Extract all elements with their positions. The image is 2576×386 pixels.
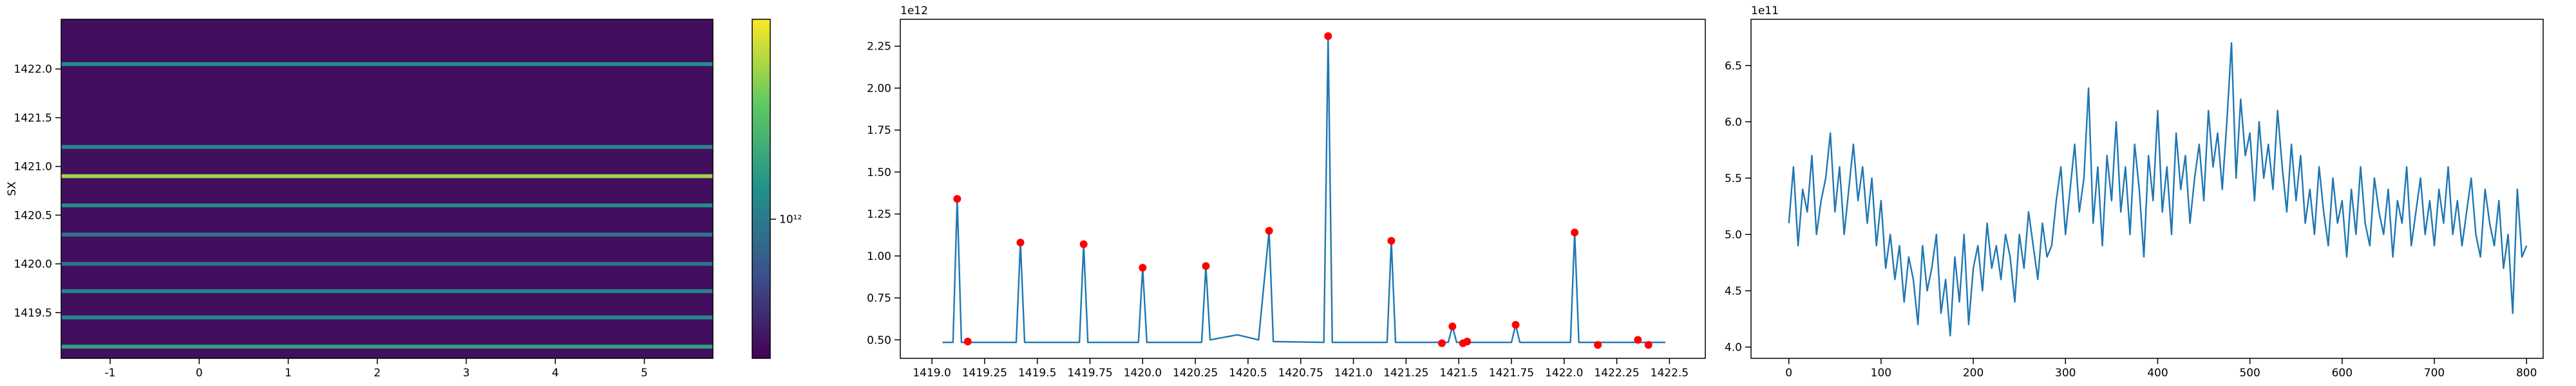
peak-marker — [1079, 240, 1088, 248]
x-tick-label: 0 — [1785, 367, 1792, 380]
x-tick-label: 1421.0 — [1334, 367, 1372, 380]
y-tick-label: 0.75 — [867, 292, 891, 305]
heatmap-row — [61, 262, 713, 266]
peak-marker — [1634, 336, 1642, 344]
heatmap-row — [61, 145, 713, 149]
x-tick-label: 1419.75 — [1067, 367, 1112, 380]
x-tick-label: 1421.25 — [1383, 367, 1428, 380]
x-tick-label: 100 — [1871, 367, 1891, 380]
y-tick-label: 1419.5 — [14, 307, 52, 320]
y-tick-label: 1421.5 — [14, 112, 52, 125]
y-tick-label: 4.0 — [1725, 341, 1742, 354]
x-tick-label: 500 — [2239, 367, 2260, 380]
y-tick-label: 2.00 — [867, 82, 891, 95]
peak-marker — [1324, 32, 1332, 41]
y-tick-label: 6.5 — [1725, 60, 1742, 73]
x-tick-label: 1422.0 — [1545, 367, 1583, 380]
x-tick-label: 300 — [2055, 367, 2076, 380]
colorbar-tick-label: 10¹² — [779, 214, 802, 226]
x-tick-label: 400 — [2147, 367, 2168, 380]
heatmap-row — [61, 232, 713, 237]
x-tick-label: 1420.75 — [1278, 367, 1323, 380]
axes-frame — [61, 19, 714, 359]
peak-marker — [1511, 320, 1520, 329]
y-tick-label: 1.25 — [867, 208, 891, 221]
x-tick-label: 600 — [2332, 367, 2353, 380]
y-tick-label: 1.75 — [867, 124, 891, 137]
x-tick-label: 1421.5 — [1439, 367, 1477, 380]
peak-marker — [1448, 322, 1457, 331]
peak-marker — [963, 337, 972, 345]
y-tick-label: 5.5 — [1725, 172, 1742, 185]
y-tick-label: 1421.0 — [14, 161, 52, 174]
peak-marker — [1644, 341, 1653, 349]
y-tick-label: 5.0 — [1725, 228, 1742, 241]
peak-marker — [953, 195, 961, 203]
y-tick-label: 0.50 — [867, 334, 891, 347]
heatmap-row — [61, 174, 713, 178]
heatmap-background — [61, 19, 713, 358]
x-tick-label: 1419.25 — [962, 367, 1007, 380]
x-tick-label: 700 — [2424, 367, 2445, 380]
x-tick-label: 0 — [196, 367, 203, 380]
colorbar — [752, 19, 771, 359]
peak-marker — [1594, 341, 1602, 349]
peak-marker — [1202, 262, 1210, 270]
x-tick-label: 3 — [463, 367, 470, 380]
heatmap-row — [61, 344, 713, 349]
x-tick-label: 1420.5 — [1229, 367, 1267, 380]
axes-frame — [900, 19, 1706, 359]
x-tick-label: 1420.25 — [1173, 367, 1218, 380]
axes-frame — [1750, 19, 2544, 359]
x-tick-label: 2 — [374, 367, 381, 380]
offset-text: 1e12 — [900, 5, 928, 17]
x-tick-label: 1419.0 — [913, 367, 951, 380]
peak-marker — [1571, 228, 1579, 237]
y-tick-label: 1420.5 — [14, 209, 52, 222]
x-tick-label: 800 — [2516, 367, 2537, 380]
y-axis-label: SX — [6, 181, 19, 196]
data-line — [942, 35, 1665, 344]
x-tick-label: 5 — [641, 367, 648, 380]
y-tick-label: 2.25 — [867, 41, 891, 53]
x-tick-label: 1422.25 — [1594, 367, 1639, 380]
peak-marker — [1463, 337, 1472, 345]
heatmap-row — [61, 203, 713, 208]
x-tick-label: 1420.0 — [1124, 367, 1162, 380]
x-tick-label: 1419.5 — [1018, 367, 1056, 380]
x-tick-label: 1421.75 — [1489, 367, 1534, 380]
heatmap-row — [61, 289, 713, 293]
y-tick-label: 4.5 — [1725, 285, 1742, 298]
data-line — [1788, 42, 2528, 337]
heatmap-row — [61, 315, 713, 320]
y-tick-label: 1420.0 — [14, 258, 52, 271]
peak-marker — [1437, 339, 1446, 347]
x-tick-label: 200 — [1963, 367, 1984, 380]
y-tick-label: 6.0 — [1725, 116, 1742, 129]
x-tick-label: 1 — [285, 367, 292, 380]
offset-text: 1e11 — [1751, 5, 1779, 17]
y-tick-label: 1422.0 — [14, 63, 52, 76]
y-tick-label: 1.00 — [867, 250, 891, 263]
peak-marker — [1387, 237, 1396, 245]
peak-marker — [1016, 238, 1025, 246]
x-tick-label: 1422.5 — [1651, 367, 1689, 380]
peak-marker — [1265, 226, 1273, 235]
x-tick-label: 4 — [552, 367, 559, 380]
y-tick-label: 1.50 — [867, 166, 891, 179]
x-tick-label: -1 — [105, 367, 116, 380]
peak-marker — [1139, 264, 1147, 272]
heatmap-row — [61, 62, 713, 66]
